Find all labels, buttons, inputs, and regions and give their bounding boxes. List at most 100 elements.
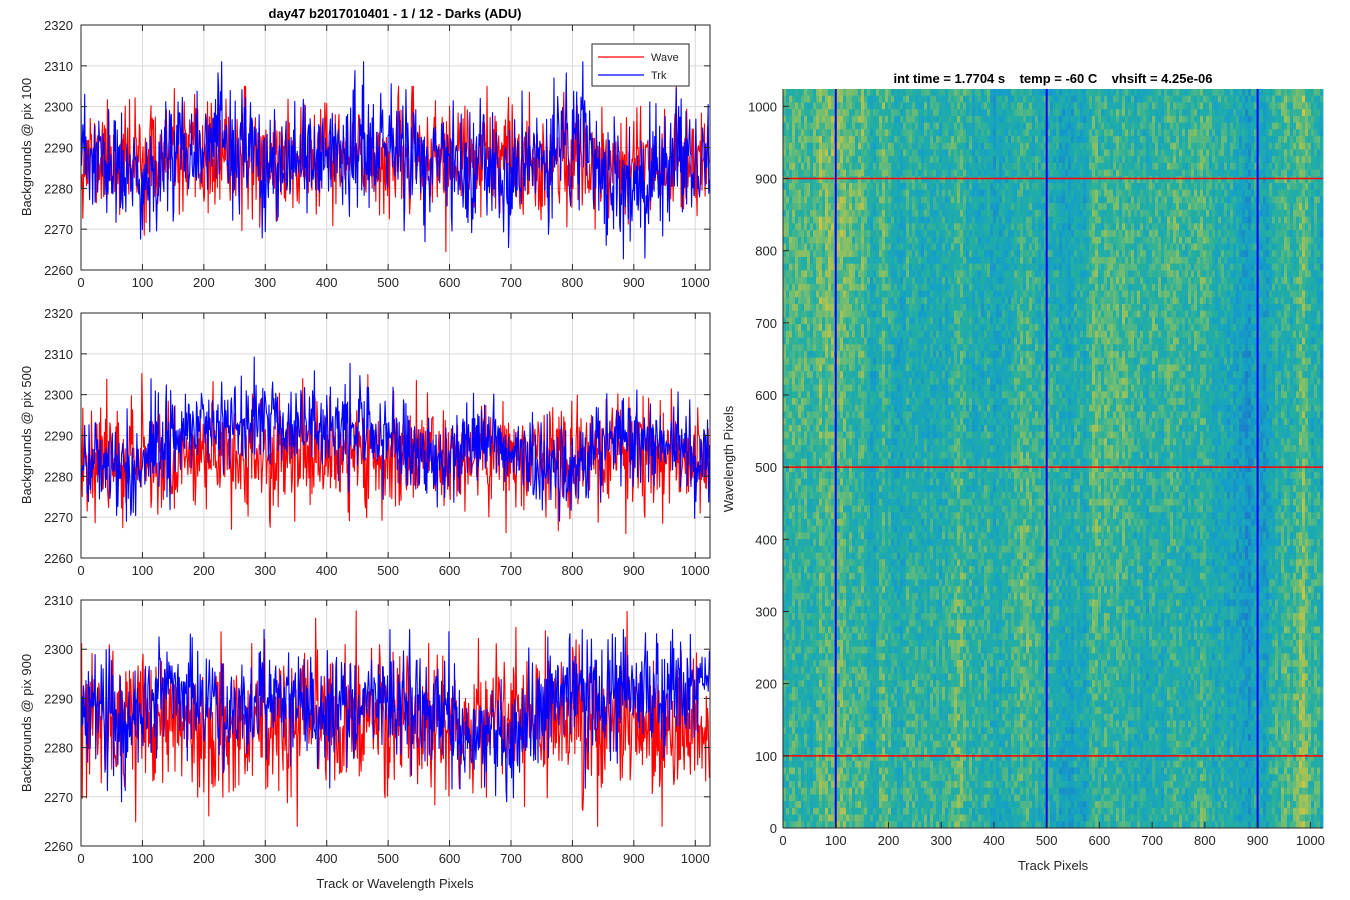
heatmap-cell: [825, 149, 829, 157]
heatmap-cell: [852, 707, 856, 715]
heatmap-cell: [789, 424, 793, 433]
heatmap-cell: [783, 592, 787, 600]
heatmap-cell: [798, 431, 802, 439]
heatmap-cell: [858, 445, 862, 453]
heatmap-cell: [885, 122, 889, 130]
heatmap-cell: [855, 438, 859, 446]
heatmap-cell: [873, 277, 877, 285]
heatmap-cell: [831, 250, 835, 258]
heatmap-cell: [891, 794, 895, 802]
heatmap-cell: [837, 579, 841, 587]
heatmap-cell: [852, 283, 856, 291]
heatmap-cell: [786, 230, 790, 238]
heatmap-cell: [828, 471, 832, 480]
heatmap-cell: [783, 156, 787, 164]
heatmap-cell: [867, 243, 871, 251]
heatmap-cell: [846, 384, 850, 392]
heatmap-cell: [816, 754, 820, 762]
heatmap-cell: [897, 256, 901, 265]
heatmap-cell: [897, 680, 901, 688]
heatmap-cell: [822, 169, 826, 177]
heatmap-cell: [807, 653, 811, 661]
heatmap-cell: [867, 552, 871, 560]
heatmap-cell: [813, 256, 817, 265]
heatmap-cell: [801, 780, 805, 789]
heatmap-cell: [813, 371, 817, 379]
heatmap-cell: [876, 142, 880, 150]
heatmap-cell: [786, 733, 790, 742]
heatmap-cell: [801, 485, 805, 493]
heatmap-cell: [786, 142, 790, 150]
heatmap-cell: [810, 579, 814, 587]
heatmap-cell: [825, 633, 829, 641]
heatmap-cell: [804, 330, 808, 338]
heatmap-cell: [786, 754, 790, 762]
heatmap-cell: [867, 149, 871, 157]
heatmap-cell: [870, 760, 874, 768]
heatmap-cell: [846, 713, 850, 721]
heatmap-cell: [837, 277, 841, 285]
heatmap-cell: [831, 660, 835, 668]
heatmap-cell: [828, 256, 832, 265]
heatmap-cell: [828, 619, 832, 627]
heatmap-cell: [849, 250, 853, 258]
heatmap-cell: [789, 478, 793, 486]
heatmap-cell: [831, 297, 835, 305]
heatmap-cell: [843, 727, 847, 735]
heatmap-cell: [786, 310, 790, 318]
heatmap-cell: [885, 411, 889, 419]
heatmap-cell: [906, 364, 910, 372]
heatmap-cell: [855, 673, 859, 681]
heatmap-cell: [849, 626, 853, 634]
heatmap-cell: [822, 418, 826, 426]
heatmap-cell: [852, 303, 856, 312]
heatmap-cell: [864, 512, 868, 520]
heatmap-cell: [786, 807, 790, 815]
heatmap-cell: [849, 364, 853, 372]
heatmap-cell: [843, 424, 847, 433]
heatmap-cell: [822, 700, 826, 708]
heatmap-cell: [903, 767, 907, 775]
heatmap-cell: [855, 223, 859, 231]
heatmap-cell: [846, 559, 850, 567]
heatmap-cell: [870, 478, 874, 486]
heatmap-cell: [792, 653, 796, 661]
heatmap-cell: [828, 801, 832, 809]
heatmap-cell: [885, 707, 889, 715]
heatmap-cell: [900, 700, 904, 708]
heatmap-cell: [882, 95, 886, 103]
heatmap-cell: [783, 149, 787, 157]
heatmap-cell: [846, 418, 850, 426]
heatmap-cell: [876, 209, 880, 218]
heatmap-cell: [840, 747, 844, 755]
heatmap-cell: [831, 122, 835, 130]
heatmap-cell: [843, 438, 847, 446]
heatmap-cell: [906, 780, 910, 789]
heatmap-cell: [849, 377, 853, 385]
heatmap-cell: [867, 142, 871, 150]
heatmap-cell: [897, 727, 901, 735]
heatmap-cell: [825, 256, 829, 265]
heatmap-cell: [789, 377, 793, 385]
heatmap-cell: [840, 424, 844, 433]
heatmap-cell: [813, 552, 817, 560]
heatmap-cell: [783, 404, 787, 412]
heatmap-cell: [801, 525, 805, 533]
heatmap-cell: [810, 95, 814, 103]
heatmap-cell: [852, 176, 856, 184]
heatmap-cell: [816, 256, 820, 265]
heatmap-cell: [822, 243, 826, 251]
heatmap-cell: [870, 95, 874, 103]
heatmap-cell: [912, 122, 916, 130]
heatmap-cell: [843, 707, 847, 715]
heatmap-cell: [849, 431, 853, 439]
heatmap-cell: [903, 666, 907, 674]
heatmap-cell: [786, 169, 790, 177]
heatmap-cell: [837, 324, 841, 332]
heatmap-cell: [885, 129, 889, 137]
heatmap-cell: [894, 646, 898, 654]
heatmap-cell: [846, 599, 850, 607]
heatmap-cell: [849, 680, 853, 688]
heatmap-cell: [849, 633, 853, 641]
heatmap-cell: [888, 290, 892, 298]
